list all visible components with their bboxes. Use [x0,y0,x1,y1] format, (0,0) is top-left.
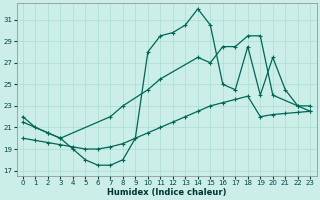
X-axis label: Humidex (Indice chaleur): Humidex (Indice chaleur) [107,188,226,197]
